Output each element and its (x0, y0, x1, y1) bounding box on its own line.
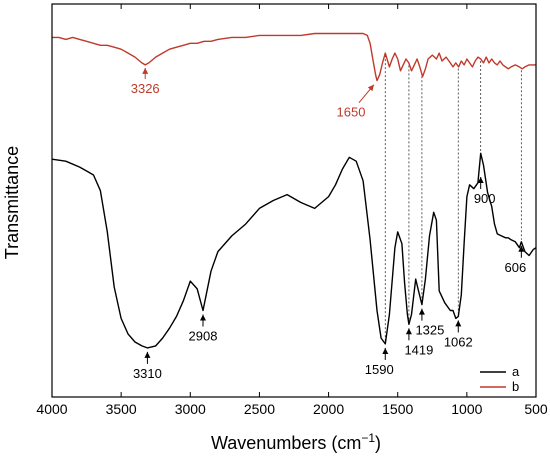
legend-label-b: b (512, 379, 519, 394)
annotation-arrow-head-1062 (455, 320, 462, 327)
peak-annotation-1062: 1062 (444, 320, 473, 349)
x-tick-label-2500: 2500 (244, 401, 275, 417)
annotation-label-1062: 1062 (444, 334, 473, 349)
legend-label-a: a (512, 364, 520, 379)
peak-annotation-606: 606 (504, 245, 526, 275)
annotation-label-2908: 2908 (189, 329, 218, 344)
series-line-a (51, 152, 537, 349)
peak-annotation-3326: 3326 (131, 67, 160, 96)
annotation-arrow-head-1419 (405, 328, 412, 335)
annotation-arrow-head-3310 (144, 351, 151, 358)
y-axis-title: Transmittance (2, 146, 22, 259)
dashed-guide-lines (384, 55, 522, 342)
peak-annotation-1419: 1419 (404, 328, 433, 357)
peak-annotation-2908: 2908 (189, 314, 218, 344)
annotation-arrow-head-900 (477, 176, 484, 183)
x-tick-label-1000: 1000 (451, 401, 482, 417)
annotation-label-3326: 3326 (131, 81, 160, 96)
series-layer (51, 32, 537, 349)
x-tick-label-2000: 2000 (313, 401, 344, 417)
annotation-arrow-head-1650 (367, 84, 374, 92)
annotation-arrow-head-1590 (382, 347, 389, 354)
annotation-label-3310: 3310 (133, 366, 162, 381)
peak-annotation-1590: 1590 (365, 347, 394, 377)
x-axis-title: Wavenumbers (cm−1) (211, 431, 381, 453)
annotation-label-1419: 1419 (404, 342, 433, 357)
x-tick-label-3000: 3000 (175, 401, 206, 417)
x-tick-label-1500: 1500 (382, 401, 413, 417)
annotation-label-606: 606 (504, 260, 526, 275)
annotation-arrow-head-1325 (418, 308, 425, 315)
annotation-label-900: 900 (474, 191, 496, 206)
x-axis-title-superscript: −1 (361, 431, 375, 445)
x-axis-ticks: 4000 3500 3000 2500 2000 1500 1000 500 (36, 4, 548, 417)
annotation-arrow-head-2908 (200, 314, 207, 321)
series-line-b (52, 32, 536, 82)
peak-annotation-1325: 1325 (415, 308, 444, 338)
annotation-arrow-head-3326 (142, 67, 149, 74)
x-tick-label-4000: 4000 (36, 401, 67, 417)
x-tick-label-3500: 3500 (106, 401, 137, 417)
x-tick-label-500: 500 (524, 401, 548, 417)
plot-frame (51, 3, 537, 398)
peak-annotation-1650: 1650 (337, 84, 375, 120)
legend: ab (480, 364, 520, 394)
annotation-label-1650: 1650 (337, 105, 366, 120)
annotation-label-1325: 1325 (415, 323, 444, 338)
peak-annotation-900: 900 (474, 176, 496, 206)
annotation-arrow-head-606 (518, 245, 525, 252)
peak-annotation-3310: 3310 (133, 351, 162, 381)
annotation-label-1590: 1590 (365, 362, 394, 377)
